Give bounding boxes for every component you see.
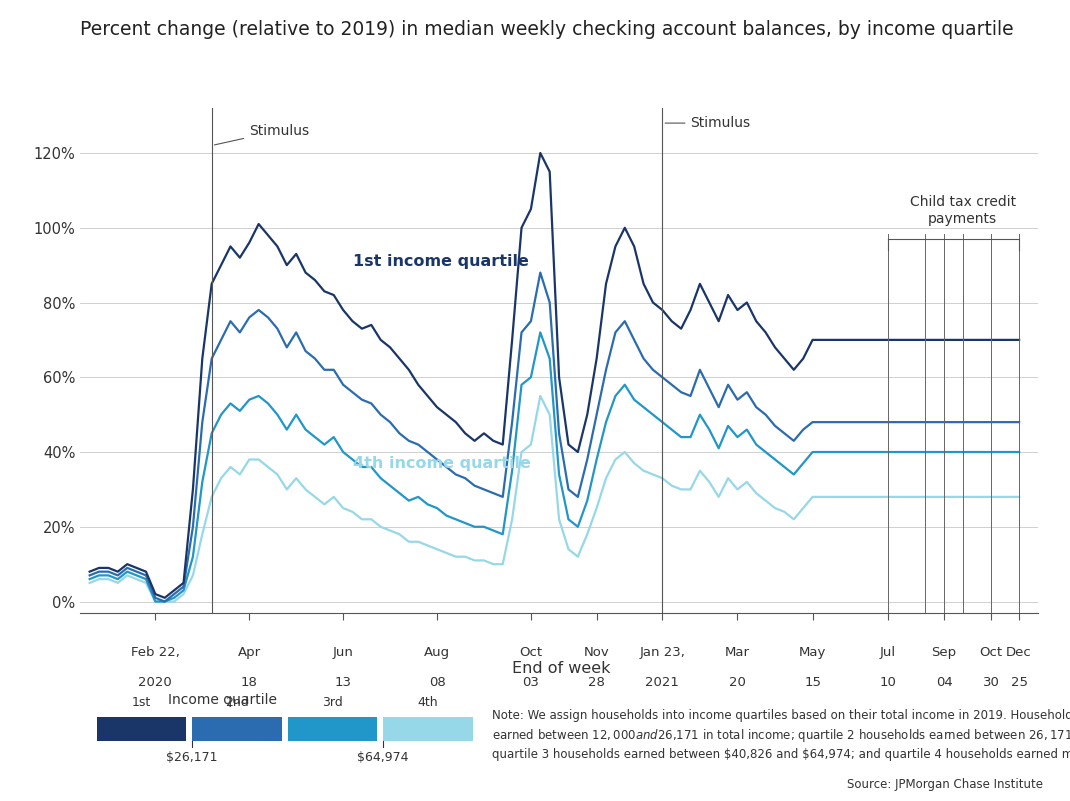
Text: Oct: Oct [979, 646, 1003, 658]
Text: May: May [799, 646, 826, 658]
Text: Jan 23,: Jan 23, [640, 646, 685, 658]
Text: 2nd: 2nd [225, 696, 248, 709]
Text: Jul: Jul [880, 646, 896, 658]
FancyBboxPatch shape [193, 717, 281, 741]
Text: 13: 13 [335, 676, 352, 689]
Text: 10: 10 [880, 676, 896, 689]
Text: Stimulus: Stimulus [666, 116, 751, 130]
Text: 1st: 1st [132, 696, 151, 709]
Text: 04: 04 [935, 676, 952, 689]
Text: Oct: Oct [519, 646, 542, 658]
FancyBboxPatch shape [96, 717, 186, 741]
Text: Source: JPMorgan Chase Institute: Source: JPMorgan Chase Institute [847, 779, 1043, 791]
Text: 20: 20 [729, 676, 746, 689]
Text: 3rd: 3rd [322, 696, 342, 709]
Text: $64,974: $64,974 [357, 751, 409, 763]
Text: Percent change (relative to 2019) in median weekly checking account balances, by: Percent change (relative to 2019) in med… [80, 20, 1014, 39]
Text: 4th: 4th [417, 696, 439, 709]
Text: 1st income quartile: 1st income quartile [352, 254, 529, 269]
Text: 18: 18 [241, 676, 258, 689]
Text: 25: 25 [1011, 676, 1027, 689]
Text: Jun: Jun [333, 646, 353, 658]
Text: 2021: 2021 [645, 676, 679, 689]
FancyBboxPatch shape [288, 717, 377, 741]
Text: 28: 28 [588, 676, 605, 689]
Text: 2020: 2020 [138, 676, 172, 689]
FancyBboxPatch shape [383, 717, 473, 741]
Text: Note: We assign households into income quartiles based on their total income in : Note: We assign households into income q… [492, 709, 1070, 761]
Text: 15: 15 [804, 676, 821, 689]
Text: Apr: Apr [238, 646, 261, 658]
Text: Dec: Dec [1006, 646, 1031, 658]
Text: Nov: Nov [584, 646, 610, 658]
Text: Mar: Mar [725, 646, 750, 658]
Text: 03: 03 [522, 676, 539, 689]
Text: 30: 30 [982, 676, 999, 689]
Text: 4th income quartile: 4th income quartile [352, 456, 531, 471]
Text: $26,171: $26,171 [166, 751, 218, 763]
Text: Sep: Sep [932, 646, 957, 658]
Text: 08: 08 [429, 676, 445, 689]
Text: End of week: End of week [513, 661, 611, 676]
Text: Stimulus: Stimulus [214, 123, 309, 145]
Text: Income quartile: Income quartile [168, 693, 277, 706]
Text: Feb 22,: Feb 22, [131, 646, 180, 658]
Text: Aug: Aug [424, 646, 450, 658]
Text: Child tax credit
payments: Child tax credit payments [910, 195, 1015, 226]
